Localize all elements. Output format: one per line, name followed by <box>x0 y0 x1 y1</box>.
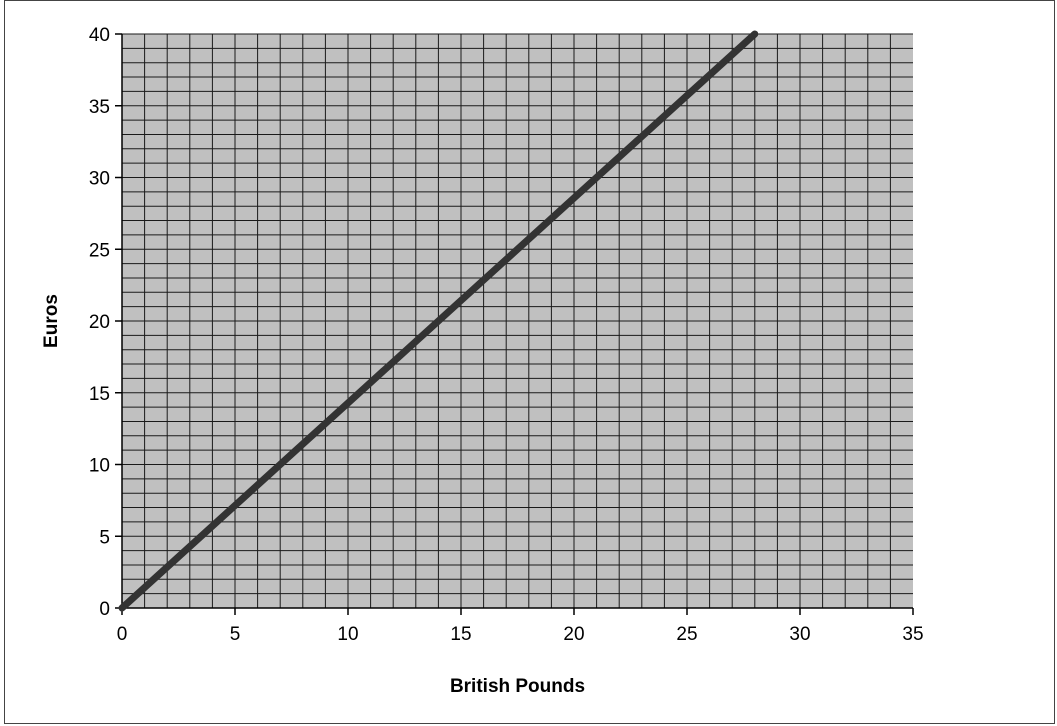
x-tick-label: 35 <box>902 624 923 645</box>
x-tick-label: 25 <box>676 624 697 645</box>
y-tick-label: 20 <box>89 312 110 333</box>
y-tick-label: 30 <box>89 169 110 190</box>
y-tick-label: 0 <box>99 599 110 620</box>
x-tick-label: 20 <box>563 624 584 645</box>
chart-frame: 0 5 10 15 20 25 30 35 0 5 10 15 20 25 30 35 40 British P… <box>4 0 1055 724</box>
y-tick-label: 10 <box>89 456 110 477</box>
chart: 0 5 10 15 20 25 30 35 0 5 10 15 20 25 30 35 40 British P… <box>41 25 924 697</box>
y-axis-title: Euros <box>41 294 62 348</box>
x-tick-label: 5 <box>230 624 241 645</box>
series-line <box>118 30 759 612</box>
x-tick-label: 30 <box>789 624 810 645</box>
y-tick-label: 25 <box>89 240 110 261</box>
y-tick-label: 15 <box>89 384 110 405</box>
y-tick-label: 40 <box>89 25 110 46</box>
y-tick-label: 35 <box>89 97 110 118</box>
y-tick-label: 5 <box>99 527 110 548</box>
x-axis-title: British Pounds <box>450 676 585 697</box>
x-tick-label: 0 <box>117 624 128 645</box>
x-tick-label: 10 <box>337 624 358 645</box>
x-tick-label: 15 <box>450 624 471 645</box>
